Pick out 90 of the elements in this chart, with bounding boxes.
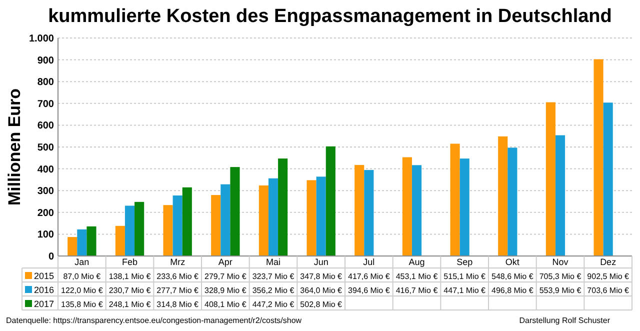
x-tick-label: Sep	[456, 257, 473, 267]
bar	[230, 167, 240, 256]
bar	[594, 59, 604, 256]
bar	[124, 206, 135, 256]
data-label: 705,3 Mio €	[539, 272, 582, 281]
data-label: 408,1 Mio €	[204, 300, 247, 309]
data-label: 87,0 Mio €	[63, 272, 102, 281]
x-tick-label: Jul	[363, 257, 375, 267]
data-label: 515,1 Mio €	[444, 272, 486, 281]
bar	[86, 226, 96, 256]
y-tick-label: 400	[37, 164, 54, 176]
data-label: 138,1 Mio €	[108, 272, 152, 281]
x-tick-label: Dez	[600, 257, 617, 267]
data-label: 496,8 Mio €	[492, 286, 534, 295]
x-tick-label: Jan	[74, 257, 90, 267]
data-label: 447,2 Mio €	[252, 300, 295, 309]
y-tick-label: 700	[37, 98, 54, 110]
x-tick-label: Mai	[266, 257, 281, 267]
data-label: 553,9 Mio €	[539, 286, 582, 295]
bar	[278, 158, 288, 256]
chart-title: kummulierte Kosten des Engpassmanagement in Deutschland	[48, 6, 612, 27]
data-label: 279,7 Mio €	[204, 272, 247, 281]
bar	[508, 148, 518, 256]
data-label: 356,2 Mio €	[252, 286, 295, 295]
data-label: 416,7 Mio €	[396, 286, 438, 295]
x-tick-label: Aug	[408, 257, 425, 267]
data-label: 248,1 Mio €	[108, 300, 152, 309]
bar	[450, 144, 460, 256]
bar	[268, 178, 278, 256]
y-tick-label: 800	[37, 77, 54, 88]
data-label: 122,0 Mio €	[61, 286, 104, 295]
y-tick-label: 1.000	[28, 34, 54, 44]
bar	[555, 135, 566, 256]
bar	[220, 184, 230, 256]
data-label: 548,6 Mio €	[492, 272, 534, 281]
y-tick-label: 600	[37, 120, 54, 132]
bar	[603, 102, 613, 256]
bar	[172, 195, 182, 256]
x-tick-label: Nov	[552, 257, 569, 267]
data-label: 703,6 Mio €	[587, 286, 630, 295]
bar	[498, 136, 508, 256]
x-tick-label: Apr	[218, 257, 232, 267]
bar	[115, 226, 125, 256]
bar	[546, 102, 556, 256]
bar	[306, 180, 316, 256]
data-label: 453,1 Mio €	[396, 272, 438, 281]
legend-label: 2015	[34, 271, 54, 281]
y-axis-title: Millionen Euro	[5, 88, 24, 206]
legend-label: 2016	[34, 285, 54, 295]
data-label: 902,5 Mio €	[587, 272, 630, 281]
data-label: 230,7 Mio €	[108, 286, 152, 295]
data-label: 394,6 Mio €	[348, 286, 390, 295]
data-label: 417,6 Mio €	[348, 272, 390, 281]
bar	[163, 205, 173, 256]
bar	[258, 185, 268, 256]
data-label: 233,6 Mio €	[156, 272, 200, 281]
bar	[316, 176, 326, 256]
y-tick-label: 300	[37, 186, 54, 198]
x-tick-label: Jun	[314, 257, 328, 267]
data-label: 135,8 Mio €	[61, 300, 104, 309]
legend-label: 2017	[34, 299, 54, 309]
data-label: 447,1 Mio €	[444, 286, 486, 295]
bar	[211, 195, 221, 256]
y-tick-label: 0	[48, 252, 54, 262]
bar	[460, 158, 470, 256]
bar	[134, 202, 144, 256]
text: Datenquelle: https://transparency.entsoe.eu/congestion-management/r2/costs/show	[6, 316, 302, 325]
x-tick-label: Feb	[122, 257, 138, 267]
bar	[402, 157, 412, 256]
data-label: 347,8 Mio €	[300, 272, 343, 281]
x-tick-label: Okt	[505, 257, 520, 267]
data-label: 328,9 Mio €	[204, 286, 247, 295]
data-label: 314,8 Mio €	[156, 300, 200, 309]
data-label: 277,7 Mio €	[156, 286, 200, 295]
bar	[68, 237, 78, 256]
text: Darstellung Rolf Schuster	[519, 316, 610, 325]
y-tick-label: 100	[37, 230, 54, 241]
bar	[412, 165, 422, 256]
bar	[77, 229, 87, 256]
x-tick-label: Mrz	[170, 257, 186, 267]
y-tick-label: 200	[37, 208, 54, 219]
bar	[182, 187, 192, 256]
data-label: 323,7 Mio €	[252, 272, 295, 281]
data-label: 502,8 Mio €	[300, 300, 343, 309]
y-tick-label: 900	[37, 55, 54, 66]
bar	[354, 164, 364, 256]
y-tick-label: 500	[37, 142, 54, 154]
bar	[364, 170, 374, 256]
data-label: 364,0 Mio €	[300, 286, 343, 295]
bar	[326, 146, 336, 256]
